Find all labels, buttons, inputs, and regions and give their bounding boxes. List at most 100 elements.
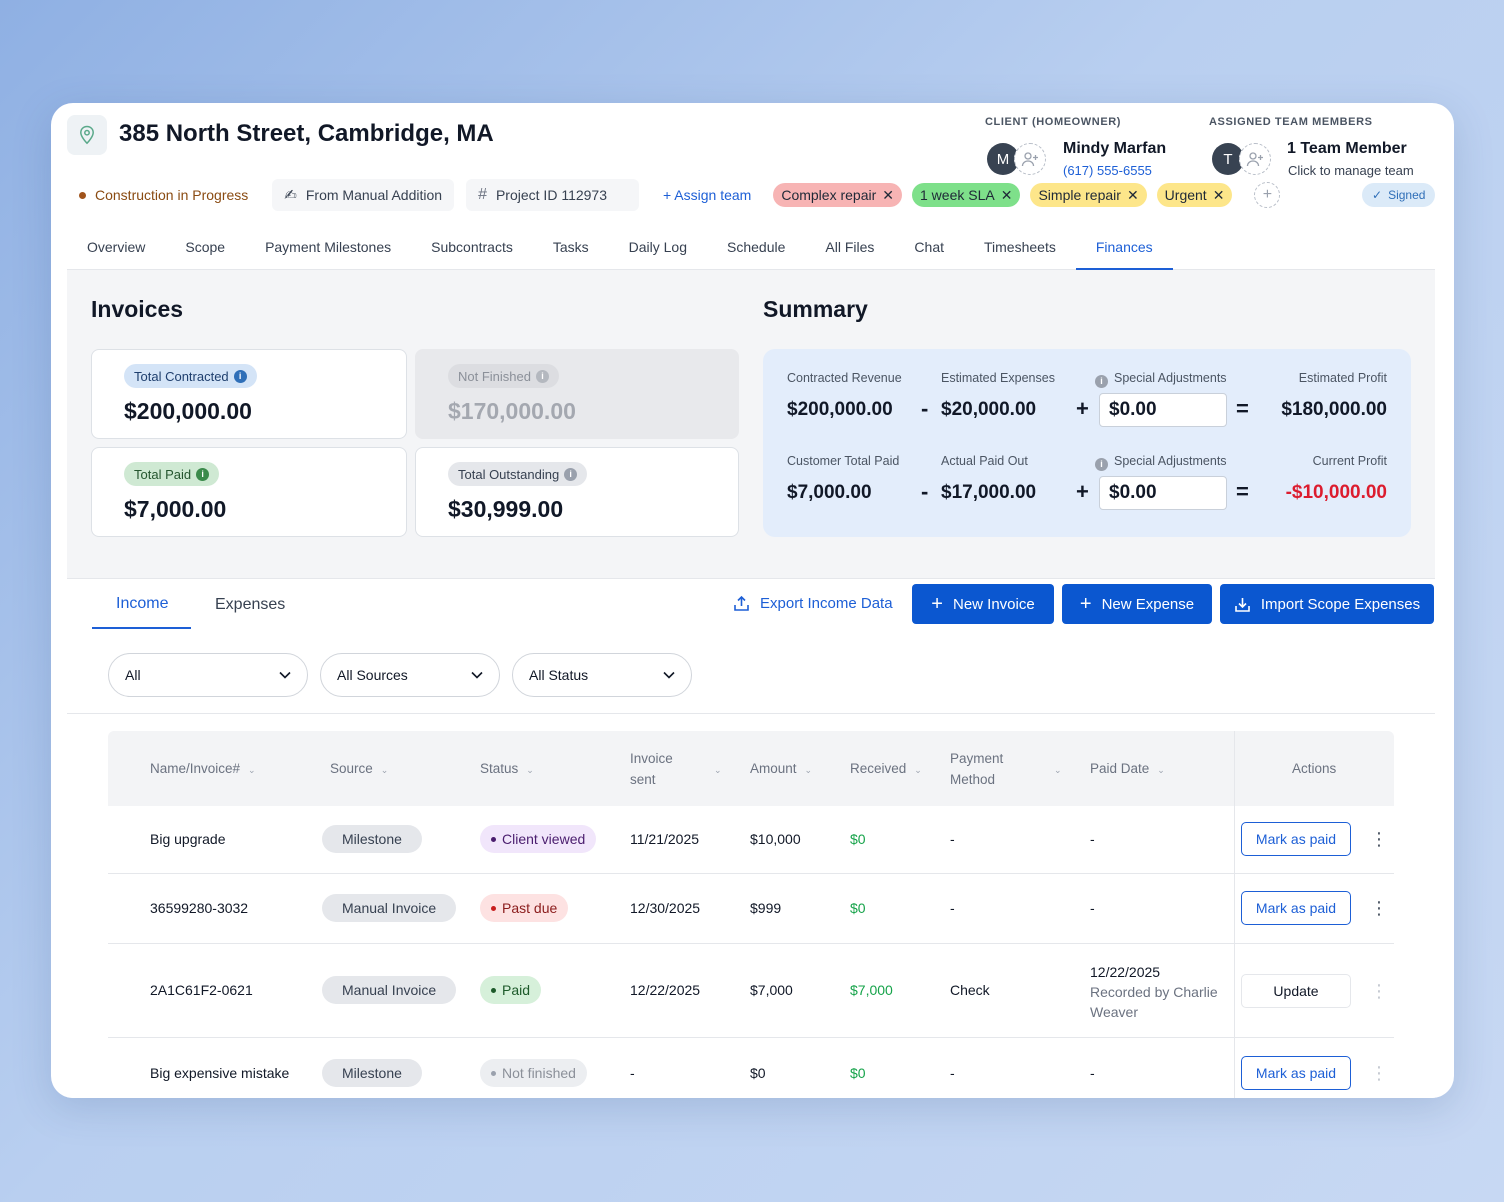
- import-scope-expenses-button[interactable]: Import Scope Expenses: [1220, 584, 1434, 624]
- col-amount[interactable]: Amount ⌄: [750, 758, 812, 781]
- update-button[interactable]: Update: [1241, 974, 1351, 1008]
- tag-label: Complex repair: [781, 187, 877, 203]
- status-badge: Paid: [480, 976, 542, 1004]
- tag-1-week-sla[interactable]: 1 week SLA ✕: [912, 183, 1021, 207]
- info-icon[interactable]: i: [1095, 374, 1108, 388]
- invoice-name[interactable]: 2A1C61F2-0621: [150, 982, 253, 998]
- status-text: Paid: [502, 982, 531, 998]
- tab-finances[interactable]: Finances: [1075, 233, 1173, 270]
- info-icon[interactable]: i: [535, 369, 549, 383]
- remove-tag-icon[interactable]: ✕: [1126, 186, 1139, 203]
- type-filter-select[interactable]: All: [108, 653, 308, 697]
- status-filter-value: All Status: [529, 667, 589, 683]
- special-adjustments-input[interactable]: $0.00: [1099, 393, 1227, 427]
- remove-tag-icon[interactable]: ✕: [882, 186, 894, 203]
- export-label: Export Income Data: [760, 595, 893, 612]
- invoice-sent-date: 12/30/2025: [630, 900, 701, 916]
- col-name[interactable]: Name/Invoice# ⌄: [150, 758, 256, 781]
- more-options-icon[interactable]: ⋮: [1370, 829, 1388, 849]
- col-payment-method[interactable]: Payment Method: [950, 748, 1003, 790]
- mark-as-paid-button[interactable]: Mark as paid: [1241, 891, 1351, 925]
- client-name[interactable]: Mindy Marfan: [1063, 140, 1167, 157]
- tab-schedule[interactable]: Schedule: [727, 239, 786, 255]
- sort-icon[interactable]: ⌄: [914, 765, 922, 775]
- team-avatar: T: [1212, 143, 1244, 175]
- status-filter-select[interactable]: All Status: [512, 653, 692, 697]
- new-expense-button[interactable]: + New Expense: [1062, 584, 1212, 624]
- table-row[interactable]: Big expensive mistake Milestone Not fini…: [108, 1039, 1394, 1098]
- tab-scope[interactable]: Scope: [185, 239, 226, 255]
- tag-label: 1 week SLA: [920, 187, 995, 203]
- more-options-icon[interactable]: ⋮: [1370, 898, 1388, 918]
- table-row[interactable]: 36599280-3032 Manual Invoice Past due 12…: [108, 875, 1394, 944]
- table-row[interactable]: Big upgrade Milestone Client viewed 11/2…: [108, 806, 1394, 874]
- plus-icon: +: [1079, 593, 1092, 615]
- info-icon[interactable]: i: [1095, 457, 1108, 471]
- col-received[interactable]: Received ⌄: [850, 758, 922, 781]
- team-section-label: ASSIGNED TEAM MEMBERS: [1209, 116, 1373, 128]
- tab-overview[interactable]: Overview: [87, 239, 146, 255]
- special-adjustments-input[interactable]: $0.00: [1099, 476, 1227, 510]
- col-source[interactable]: Source ⌄: [330, 758, 388, 781]
- mark-as-paid-button[interactable]: Mark as paid: [1241, 822, 1351, 856]
- info-icon[interactable]: i: [564, 467, 578, 481]
- add-team-member-icon[interactable]: [1239, 143, 1271, 175]
- plus-operator: +: [1076, 396, 1089, 421]
- remove-tag-icon[interactable]: ✕: [1212, 186, 1225, 203]
- sort-icon[interactable]: ⌄: [804, 765, 813, 775]
- client-phone[interactable]: (617) 555-6555: [1063, 163, 1152, 178]
- col-invoice-sent[interactable]: Invoice sent: [630, 748, 673, 790]
- more-options-icon[interactable]: ⋮: [1370, 981, 1388, 1001]
- invoice-sent-date: 11/21/2025: [630, 831, 700, 847]
- tab-income[interactable]: Income: [116, 595, 169, 612]
- received: $7,000: [850, 982, 893, 998]
- tag-urgent[interactable]: Urgent ✕: [1156, 183, 1233, 207]
- manage-team-link[interactable]: Click to manage team: [1288, 163, 1414, 178]
- info-icon[interactable]: i: [233, 369, 247, 383]
- sort-icon[interactable]: ⌄: [1054, 765, 1062, 775]
- tag-complex-repair[interactable]: Complex repair ✕: [773, 183, 902, 207]
- status-badge: Client viewed: [480, 825, 597, 853]
- assign-team-link[interactable]: + Assign team: [663, 187, 752, 203]
- tab-subcontracts[interactable]: Subcontracts: [431, 239, 513, 255]
- not-finished-label: Not Finished: [458, 368, 531, 384]
- team-member-count[interactable]: 1 Team Member: [1287, 140, 1407, 157]
- col-status[interactable]: Status ⌄: [480, 758, 534, 781]
- tab-timesheets[interactable]: Timesheets: [984, 239, 1056, 255]
- special-adjustments-label: i Special Adjustments: [1095, 371, 1227, 388]
- sort-icon[interactable]: ⌄: [714, 765, 722, 775]
- sort-icon[interactable]: ⌄: [1157, 765, 1165, 775]
- table-row[interactable]: 2A1C61F2-0621 Manual Invoice Paid 12/22/…: [108, 945, 1394, 1038]
- add-client-icon[interactable]: [1014, 143, 1046, 175]
- amount: $10,000: [750, 831, 801, 847]
- tab-expenses[interactable]: Expenses: [215, 596, 286, 613]
- invoice-name[interactable]: 36599280-3032: [150, 900, 249, 916]
- sort-icon[interactable]: ⌄: [380, 765, 389, 775]
- invoice-name[interactable]: Big expensive mistake: [150, 1065, 290, 1081]
- remove-tag-icon[interactable]: ✕: [1000, 186, 1013, 203]
- sort-icon[interactable]: ⌄: [248, 765, 256, 775]
- tab-tasks[interactable]: Tasks: [552, 239, 589, 255]
- export-income-button[interactable]: Export Income Data: [733, 595, 893, 612]
- minus-operator: -: [921, 479, 929, 504]
- tab-chat[interactable]: Chat: [914, 239, 944, 255]
- tab-daily-log[interactable]: Daily Log: [628, 239, 688, 255]
- col-paid-date[interactable]: Paid Date ⌄: [1090, 758, 1165, 781]
- tab-payment-milestones[interactable]: Payment Milestones: [265, 239, 392, 255]
- info-icon[interactable]: i: [196, 467, 210, 481]
- invoice-name[interactable]: Big upgrade: [150, 831, 226, 847]
- more-options-icon[interactable]: ⋮: [1370, 1063, 1388, 1083]
- tag-label: Simple repair: [1038, 187, 1121, 203]
- col-received-label: Received: [850, 761, 907, 776]
- mark-as-paid-button[interactable]: Mark as paid: [1241, 1056, 1351, 1090]
- add-tag-button[interactable]: +: [1254, 182, 1281, 208]
- tab-all-files[interactable]: All Files: [825, 239, 875, 255]
- new-invoice-button[interactable]: + New Invoice: [912, 584, 1054, 624]
- tag-simple-repair[interactable]: Simple repair ✕: [1030, 183, 1147, 207]
- project-tabs: Overview Scope Payment Milestones Subcon…: [67, 233, 1435, 270]
- status-chip[interactable]: Construction in Progress: [67, 179, 261, 211]
- sort-icon[interactable]: ⌄: [526, 765, 534, 775]
- estimated-profit-value: $180,000.00: [1281, 399, 1387, 420]
- not-finished-value: $170,000.00: [448, 398, 576, 424]
- source-filter-select[interactable]: All Sources: [320, 653, 500, 697]
